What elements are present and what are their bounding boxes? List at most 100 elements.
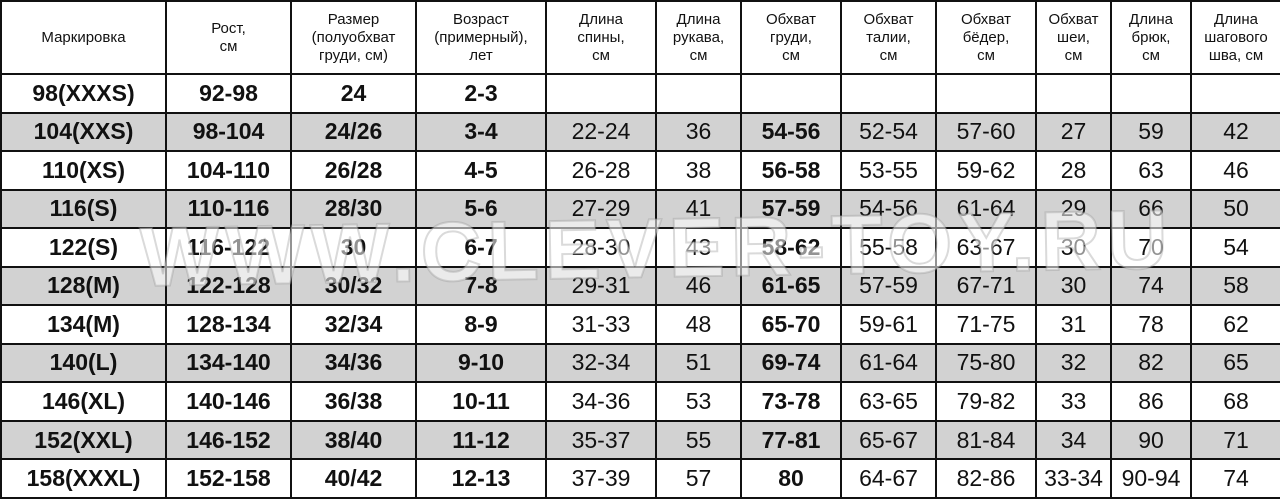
- cell: 104-110: [165, 150, 292, 191]
- header-line: Обхват: [961, 10, 1011, 28]
- empty-cell: [545, 73, 657, 114]
- cell: 86: [1110, 381, 1192, 422]
- cell: 27-29: [545, 188, 657, 230]
- table-row: 140(L) 134-140 34/36 9-10 32-34 51 69-74 61-64 7…: [0, 342, 1280, 384]
- cell: 63-67: [935, 227, 1037, 268]
- column-header: Длина шагового шва, см: [1190, 0, 1280, 75]
- header-line: см: [219, 37, 238, 55]
- cell: 30: [1035, 227, 1112, 268]
- cell: 116(S): [0, 188, 167, 230]
- cell: 42: [1190, 111, 1280, 153]
- table-row: 98(XXXS) 92-98 24 2-3: [0, 73, 1280, 114]
- cell: 36/38: [290, 381, 417, 422]
- cell: 28-30: [545, 227, 657, 268]
- column-header: Обхват шеи, см: [1035, 0, 1112, 75]
- table-row: 128(M) 122-128 30/32 7-8 29-31 46 61-65 57-59 67…: [0, 265, 1280, 307]
- table-body: 98(XXXS) 92-98 24 2-3 104(XXS) 98-104 24/26 3-4…: [0, 73, 1280, 499]
- cell: 46: [1190, 150, 1280, 191]
- cell: 128-134: [165, 304, 292, 345]
- cell: 26/28: [290, 150, 417, 191]
- cell: 36: [655, 111, 742, 153]
- cell: 32-34: [545, 342, 657, 384]
- header-line: Маркировка: [41, 28, 126, 46]
- table-row: 134(M) 128-134 32/34 8-9 31-33 48 65-70 59-61 71…: [0, 304, 1280, 345]
- cell: 74: [1110, 265, 1192, 307]
- header-line: Длина: [676, 10, 721, 28]
- cell: 62: [1190, 304, 1280, 345]
- header-line: см: [1142, 46, 1160, 64]
- cell: 79-82: [935, 381, 1037, 422]
- header-line: см: [879, 46, 898, 64]
- empty-cell: [655, 73, 742, 114]
- table-row: 152(XXL) 146-152 38/40 11-12 35-37 55 77-81 65-…: [0, 419, 1280, 461]
- cell: 140-146: [165, 381, 292, 422]
- header-line: см: [977, 46, 995, 64]
- empty-cell: [740, 73, 842, 114]
- column-header: Рост, см: [165, 0, 292, 75]
- cell: 152(XXL): [0, 419, 167, 461]
- cell: 33-34: [1035, 458, 1112, 499]
- cell: 58-62: [740, 227, 842, 268]
- cell: 71: [1190, 419, 1280, 461]
- cell: 98(XXXS): [0, 73, 167, 114]
- header-line: бёдер,: [962, 28, 1010, 46]
- cell: 58: [1190, 265, 1280, 307]
- cell: 128(M): [0, 265, 167, 307]
- column-header: Обхват бёдер, см: [935, 0, 1037, 75]
- column-header: Возраст (примерный), лет: [415, 0, 547, 75]
- cell: 82-86: [935, 458, 1037, 499]
- cell: 73-78: [740, 381, 842, 422]
- cell: 61-64: [935, 188, 1037, 230]
- header-line: шеи,: [1057, 28, 1090, 46]
- cell: 26-28: [545, 150, 657, 191]
- column-header: Длина спины, см: [545, 0, 657, 75]
- cell: 31: [1035, 304, 1112, 345]
- cell: 10-11: [415, 381, 547, 422]
- header-line: талии,: [866, 28, 911, 46]
- cell: 57: [655, 458, 742, 499]
- cell: 3-4: [415, 111, 547, 153]
- cell: 65: [1190, 342, 1280, 384]
- cell: 110-116: [165, 188, 292, 230]
- cell: 54-56: [840, 188, 937, 230]
- cell: 59: [1110, 111, 1192, 153]
- header-line: Длина: [1129, 10, 1173, 28]
- cell: 54-56: [740, 111, 842, 153]
- cell: 82: [1110, 342, 1192, 384]
- cell: 90-94: [1110, 458, 1192, 499]
- cell: 30: [1035, 265, 1112, 307]
- cell: 24/26: [290, 111, 417, 153]
- cell: 92-98: [165, 73, 292, 114]
- cell: 74: [1190, 458, 1280, 499]
- cell: 69-74: [740, 342, 842, 384]
- cell: 104(XXS): [0, 111, 167, 153]
- cell: 27: [1035, 111, 1112, 153]
- cell: 9-10: [415, 342, 547, 384]
- cell: 140(L): [0, 342, 167, 384]
- cell: 56-58: [740, 150, 842, 191]
- table-row: 158(XXXL) 152-158 40/42 12-13 37-39 57 80 64-67…: [0, 458, 1280, 499]
- cell: 32/34: [290, 304, 417, 345]
- table-row: 110(XS) 104-110 26/28 4-5 26-28 38 56-58 53-55 5…: [0, 150, 1280, 191]
- column-header: Обхват груди, см: [740, 0, 842, 75]
- cell: 34-36: [545, 381, 657, 422]
- cell: 75-80: [935, 342, 1037, 384]
- cell: 70: [1110, 227, 1192, 268]
- cell: 78: [1110, 304, 1192, 345]
- header-line: Размер: [327, 10, 380, 28]
- cell: 34: [1035, 419, 1112, 461]
- header-line: см: [1064, 46, 1083, 64]
- cell: 67-71: [935, 265, 1037, 307]
- header-line: Длина: [579, 10, 623, 28]
- cell: 146-152: [165, 419, 292, 461]
- header-line: (примерный),: [434, 28, 528, 46]
- header-line: Рост,: [211, 19, 246, 37]
- cell: 57-59: [840, 265, 937, 307]
- cell: 41: [655, 188, 742, 230]
- header-line: шва, см: [1208, 46, 1264, 64]
- cell: 59-61: [840, 304, 937, 345]
- cell: 53-55: [840, 150, 937, 191]
- header-line: груди, см): [319, 46, 388, 64]
